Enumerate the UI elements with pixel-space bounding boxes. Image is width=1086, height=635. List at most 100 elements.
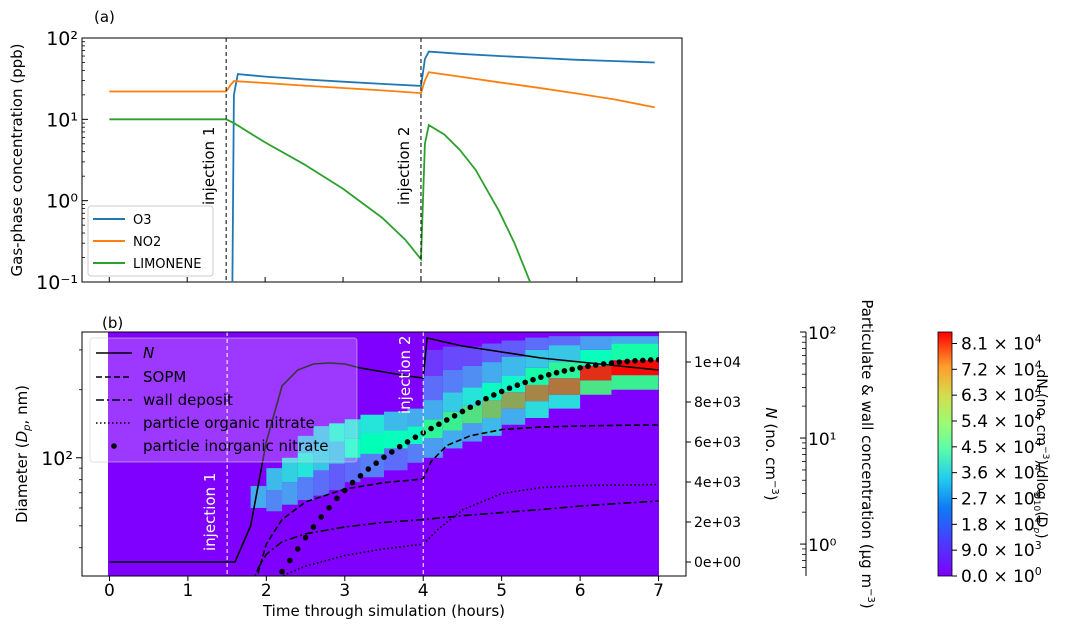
cbar-tick-mantissa: 9.0 xyxy=(961,541,988,561)
panel-a-marks xyxy=(109,50,655,282)
y-label-part-4: , nm) xyxy=(13,385,31,425)
series-line-o3 xyxy=(231,50,655,282)
heatmap-cell xyxy=(611,336,659,344)
inorganic-nitrate-point xyxy=(553,369,560,376)
inorganic-nitrate-point xyxy=(334,495,340,502)
x-tick-label: 0 xyxy=(104,581,115,601)
colorbar-label: dN (no. cm−3)/dlog10(Dp) xyxy=(1031,369,1050,538)
inorganic-nitrate-point xyxy=(538,374,544,380)
panel-a-x-ticks xyxy=(108,277,656,282)
heatmap-cell xyxy=(329,463,345,491)
legend-swatch-inorganic-nitrate xyxy=(111,443,117,449)
cbar-tick-exponent: 4 xyxy=(1035,332,1042,345)
heatmap-cell xyxy=(329,441,345,464)
heatmap-cell xyxy=(525,384,549,402)
cbar-tick-mantissa: 7.2 xyxy=(961,360,988,380)
heatmap-cell xyxy=(482,382,502,401)
heatmap-cell xyxy=(407,408,424,427)
cbar-tick-mantissa: 5.4 xyxy=(961,412,988,432)
legend-label-no2: NO2 xyxy=(133,235,161,250)
heatmap-cell xyxy=(297,477,314,501)
inorganic-nitrate-point xyxy=(561,368,568,374)
cbar-label-part-1: dN (no. cm xyxy=(1033,369,1049,446)
inorganic-nitrate-point xyxy=(647,357,654,363)
cbar-tick-times: × 10 xyxy=(988,541,1035,561)
panel-b-label: (b) xyxy=(102,314,123,332)
panel-b-x-axis-label: Time through simulation (hours) xyxy=(262,602,505,620)
n-tick-label: 1e+04 xyxy=(694,355,741,371)
heatmap-cell xyxy=(344,457,361,483)
heatmap-cell xyxy=(282,482,298,505)
colorbar-tick-label: 2.7 × 104 xyxy=(961,487,1042,509)
heatmap-cell xyxy=(384,448,408,471)
heatmap-cell xyxy=(313,446,330,471)
y-tick-label: 10⁻¹ xyxy=(36,272,78,294)
inorganic-nitrate-point xyxy=(569,366,576,373)
secondary-mass-axis-label: Particulate & wall concentration (μg m−3… xyxy=(858,299,876,608)
inorganic-nitrate-point xyxy=(389,449,395,455)
inorganic-nitrate-point xyxy=(287,557,293,564)
heatmap-cell xyxy=(482,343,502,363)
heatmap-cell xyxy=(407,444,424,463)
inorganic-nitrate-point xyxy=(310,524,317,530)
cbar-tick-mantissa: 2.7 xyxy=(961,489,988,509)
heatmap-cell xyxy=(442,369,463,393)
n-tick-label: 8e+03 xyxy=(694,395,741,411)
heatmap-cell xyxy=(482,362,502,383)
cbar-tick-mantissa: 0.0 xyxy=(961,567,988,587)
panel-b: (b) 0 1 2 3 4 5 6 7 10² 0e+00 2e+03 4e+03 6e+03 8e+… xyxy=(13,299,1050,620)
inorganic-nitrate-point xyxy=(294,546,301,552)
heatmap-cell xyxy=(462,346,483,366)
inorganic-nitrate-point xyxy=(357,473,364,479)
series-line-n xyxy=(109,337,659,563)
mass-tick-label: 10² xyxy=(808,324,836,344)
cbar-label-part-7: ) xyxy=(1033,533,1049,538)
heatmap-cell xyxy=(525,367,549,385)
heatmap-cell xyxy=(501,356,526,376)
heatmap-cell xyxy=(482,417,502,436)
inorganic-nitrate-point xyxy=(302,534,309,541)
x-tick-label: 5 xyxy=(496,581,507,601)
legend-label-organic-nitrate: particle organic nitrate xyxy=(143,414,315,432)
cbar-tick-exponent: 4 xyxy=(1035,436,1042,449)
y-label-part-1: Diameter ( xyxy=(13,442,31,523)
cbar-label-part-6: p xyxy=(1031,526,1041,533)
inorganic-nitrate-point xyxy=(514,382,521,388)
panel-b-annotation-injection-1: injection 1 xyxy=(201,473,219,551)
n-label-part-3: −3 xyxy=(769,480,780,495)
panel-b-legend: N SOPM wall deposit particle organic nit… xyxy=(89,337,358,463)
inorganic-nitrate-point xyxy=(632,358,638,364)
inorganic-nitrate-point xyxy=(498,388,505,395)
cbar-tick-mantissa: 1.8 xyxy=(961,515,988,535)
inorganic-nitrate-point xyxy=(428,425,434,432)
panel-b-y-axis-label: Diameter (Dp, nm) xyxy=(13,385,33,523)
cbar-tick-times: × 10 xyxy=(988,464,1035,484)
heatmap-cell xyxy=(525,337,549,350)
cbar-tick-exponent: 3 xyxy=(1035,539,1042,552)
heatmap-cell xyxy=(329,423,345,442)
cbar-tick-exponent: 4 xyxy=(1035,410,1042,423)
inorganic-nitrate-point xyxy=(467,404,474,411)
heatmap-cell xyxy=(548,345,581,363)
heatmap-cell xyxy=(580,365,612,381)
secondary-mass-axis: 10⁰ 10¹ 10² xyxy=(800,324,837,576)
y-label-part-2: D xyxy=(13,431,31,443)
panel-a-y-ticks: 10⁻¹ 10⁰ 10¹ 10² xyxy=(36,28,88,294)
inorganic-nitrate-point xyxy=(506,385,513,392)
inorganic-nitrate-point xyxy=(585,363,591,370)
heatmap-cell xyxy=(462,423,483,442)
inorganic-nitrate-point xyxy=(412,434,419,440)
panel-a-annotation-injection-2: injection 2 xyxy=(395,127,413,205)
x-tick-label: 4 xyxy=(418,581,429,601)
panel-a-label: (a) xyxy=(94,8,115,26)
panel-a-frame xyxy=(81,37,683,283)
y-tick-label: 10² xyxy=(41,448,73,470)
series-line-sopm xyxy=(256,424,659,576)
inorganic-nitrate-point xyxy=(404,439,411,445)
colorbar-gradient xyxy=(937,331,953,577)
heatmap-cell xyxy=(580,336,612,350)
heatmap-cell xyxy=(548,336,581,346)
legend-label-limonene: LIMONENE xyxy=(133,257,201,272)
